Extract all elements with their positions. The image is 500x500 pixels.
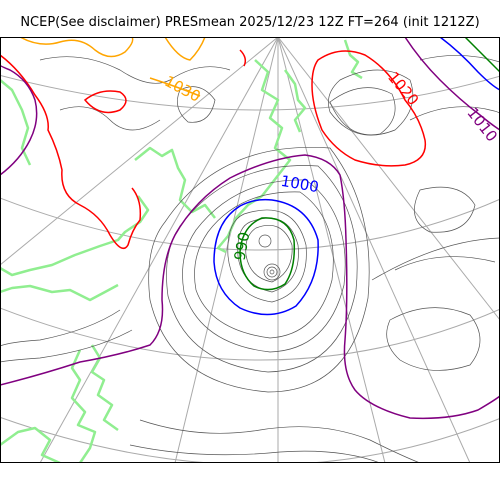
isobar-1010-line [0,64,38,176]
isobar-990-line [239,217,296,291]
isobar-990 [239,37,500,291]
isobar-1000-line [213,198,319,316]
longitude-line [277,37,500,321]
isobar-1020-line [83,90,127,114]
isobar-990-line [464,37,500,73]
coastline-segment [70,349,97,463]
longitude-line [39,37,279,463]
coastline-segment [0,195,150,277]
longitude-line [277,37,471,463]
isobar [329,87,396,136]
isobar-1020 [0,49,427,250]
isobar [129,444,381,463]
coastline-segment [0,426,61,463]
isobar-1020-line [0,54,142,250]
low-center [258,234,281,281]
isobar-1000 [213,37,500,316]
isobar-1010-line [0,154,500,420]
map-title: NCEP(See disclaimer) PRESmean 2025/12/23… [20,15,480,30]
isobar [139,419,421,463]
isobar [59,106,161,131]
coastline-segment [134,146,216,219]
isobars-minor [0,55,500,463]
isobar [182,179,346,353]
latitude-circle [0,416,500,463]
isobar-1030-line [149,77,201,97]
isobar [394,256,496,271]
isobar-1010 [0,37,500,420]
coastline-segment [0,283,119,302]
latitude-circle [0,197,500,251]
coastline-segment [90,344,119,432]
isobar-1000-line [439,37,500,91]
isobar-1010-line [404,37,500,131]
isobar [414,186,476,233]
isobar [227,209,307,303]
isobar-1020-line [311,50,427,167]
isobar [328,69,414,136]
longitude-line [277,37,386,463]
isobar [177,86,216,123]
isobar [371,237,500,281]
isobar [245,224,293,283]
isobar [194,191,334,339]
coastline-segment [283,69,307,133]
contour-label-990: 990 [231,231,254,262]
isobar-1030 [19,37,206,97]
isobar-1030-line [164,37,206,61]
isobar [166,165,358,373]
isobar [419,55,500,63]
isobar-1030-line [19,37,134,58]
isobar [0,309,121,347]
isobar [0,329,133,363]
longitude-line [174,37,279,463]
isobar [39,56,231,84]
latitude-circle [0,307,500,361]
isobar [409,106,500,121]
longitude-line [0,37,279,266]
isobar-1020-line [239,49,247,67]
isobar [386,307,481,371]
isobar [148,146,370,393]
